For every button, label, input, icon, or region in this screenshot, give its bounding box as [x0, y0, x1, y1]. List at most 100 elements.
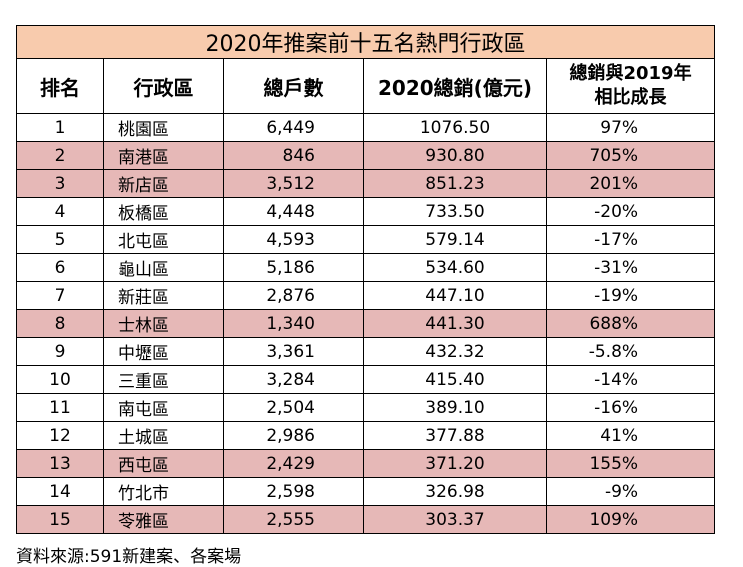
rank-cell: 13	[16, 449, 104, 478]
growth-cell: -17%	[545, 225, 716, 254]
district-cell: 南港區	[103, 141, 224, 170]
rank-cell: 2	[16, 141, 104, 170]
district-cell: 南屯區	[103, 393, 224, 422]
units-cell: 4,448	[223, 197, 364, 226]
units-cell: 2,429	[223, 449, 364, 478]
sales-cell: 389.10	[363, 393, 547, 422]
growth-cell: -5.8%	[545, 337, 716, 366]
rank-cell: 15	[16, 505, 104, 534]
table-row: 14 竹北市 2,598 326.98 -9%	[16, 477, 716, 506]
table-row: 9 中壢區 3,361 432.32 -5.8%	[16, 337, 716, 366]
units-cell: 3,284	[223, 365, 364, 394]
header-growth-line2: 相比成長	[594, 87, 667, 108]
units-cell: 2,876	[223, 281, 364, 310]
rank-cell: 10	[16, 365, 104, 394]
header-growth: 總銷與2019年 相比成長	[545, 58, 716, 114]
table-row: 6 龜山區 5,186 534.60 -31%	[16, 253, 716, 282]
growth-cell: 109%	[545, 505, 716, 534]
growth-cell: 41%	[545, 421, 716, 450]
table-row: 1 桃園區 6,449 1076.50 97%	[16, 113, 716, 142]
units-cell: 6,449	[223, 113, 364, 142]
growth-cell: -16%	[545, 393, 716, 422]
source-note: 資料來源:591新建案、各案場	[16, 547, 242, 567]
rank-cell: 11	[16, 393, 104, 422]
sales-cell: 447.10	[363, 281, 547, 310]
units-cell: 2,986	[223, 421, 364, 450]
sales-cell: 432.32	[363, 337, 547, 366]
growth-cell: -19%	[545, 281, 716, 310]
rank-cell: 1	[16, 113, 104, 142]
table-row: 11 南屯區 2,504 389.10 -16%	[16, 393, 716, 422]
growth-cell: -9%	[545, 477, 716, 506]
sales-cell: 326.98	[363, 477, 547, 506]
table-body: 1 桃園區 6,449 1076.50 97% 2 南港區 846 930.80 705% 3 新店區…	[16, 113, 716, 534]
district-cell: 西屯區	[103, 449, 224, 478]
rank-cell: 3	[16, 169, 104, 198]
sales-cell: 303.37	[363, 505, 547, 534]
table-row: 7 新莊區 2,876 447.10 -19%	[16, 281, 716, 310]
table-row: 10 三重區 3,284 415.40 -14%	[16, 365, 716, 394]
district-cell: 三重區	[103, 365, 224, 394]
growth-cell: 155%	[545, 449, 716, 478]
units-cell: 2,504	[223, 393, 364, 422]
ranking-table: 2020年推案前十五名熱門行政區 排名 行政區 總戶數 2020總銷(億元) 總…	[15, 25, 716, 534]
ranking-table-container: 2020年推案前十五名熱門行政區 排名 行政區 總戶數 2020總銷(億元) 總…	[15, 25, 716, 534]
rank-cell: 4	[16, 197, 104, 226]
header-growth-line1: 總銷與2019年	[569, 63, 692, 84]
units-cell: 3,361	[223, 337, 364, 366]
units-cell: 846	[223, 141, 364, 170]
sales-cell: 371.20	[363, 449, 547, 478]
units-cell: 5,186	[223, 253, 364, 282]
header-units: 總戶數	[223, 58, 364, 114]
table-row: 8 士林區 1,340 441.30 688%	[16, 309, 716, 338]
district-cell: 新莊區	[103, 281, 224, 310]
rank-cell: 12	[16, 421, 104, 450]
header-sales: 2020總銷(億元)	[363, 58, 547, 114]
district-cell: 北屯區	[103, 225, 224, 254]
district-cell: 龜山區	[103, 253, 224, 282]
table-row: 12 土城區 2,986 377.88 41%	[16, 421, 716, 450]
header-district: 行政區	[103, 58, 224, 114]
sales-cell: 930.80	[363, 141, 547, 170]
table-row: 15 苓雅區 2,555 303.37 109%	[16, 505, 716, 534]
table-row: 3 新店區 3,512 851.23 201%	[16, 169, 716, 198]
sales-cell: 1076.50	[363, 113, 547, 142]
rank-cell: 6	[16, 253, 104, 282]
table-row: 13 西屯區 2,429 371.20 155%	[16, 449, 716, 478]
growth-cell: 201%	[545, 169, 716, 198]
sales-cell: 415.40	[363, 365, 547, 394]
header-rank: 排名	[16, 58, 104, 114]
sales-cell: 851.23	[363, 169, 547, 198]
rank-cell: 5	[16, 225, 104, 254]
title-row: 2020年推案前十五名熱門行政區	[15, 25, 716, 59]
growth-cell: -31%	[545, 253, 716, 282]
rank-cell: 14	[16, 477, 104, 506]
district-cell: 士林區	[103, 309, 224, 338]
district-cell: 板橋區	[103, 197, 224, 226]
table-row: 5 北屯區 4,593 579.14 -17%	[16, 225, 716, 254]
growth-cell: 97%	[545, 113, 716, 142]
rank-cell: 8	[16, 309, 104, 338]
district-cell: 中壢區	[103, 337, 224, 366]
growth-cell: -14%	[545, 365, 716, 394]
district-cell: 竹北市	[103, 477, 224, 506]
rank-cell: 9	[16, 337, 104, 366]
table-title: 2020年推案前十五名熱門行政區	[15, 25, 716, 59]
rank-cell: 7	[16, 281, 104, 310]
district-cell: 新店區	[103, 169, 224, 198]
units-cell: 2,555	[223, 505, 364, 534]
table-row: 4 板橋區 4,448 733.50 -20%	[16, 197, 716, 226]
growth-cell: 688%	[545, 309, 716, 338]
header-row: 排名 行政區 總戶數 2020總銷(億元) 總銷與2019年 相比成長	[16, 58, 716, 114]
units-cell: 4,593	[223, 225, 364, 254]
table-row: 2 南港區 846 930.80 705%	[16, 141, 716, 170]
sales-cell: 733.50	[363, 197, 547, 226]
district-cell: 苓雅區	[103, 505, 224, 534]
units-cell: 1,340	[223, 309, 364, 338]
sales-cell: 534.60	[363, 253, 547, 282]
units-cell: 3,512	[223, 169, 364, 198]
sales-cell: 377.88	[363, 421, 547, 450]
sales-cell: 579.14	[363, 225, 547, 254]
district-cell: 桃園區	[103, 113, 224, 142]
sales-cell: 441.30	[363, 309, 547, 338]
